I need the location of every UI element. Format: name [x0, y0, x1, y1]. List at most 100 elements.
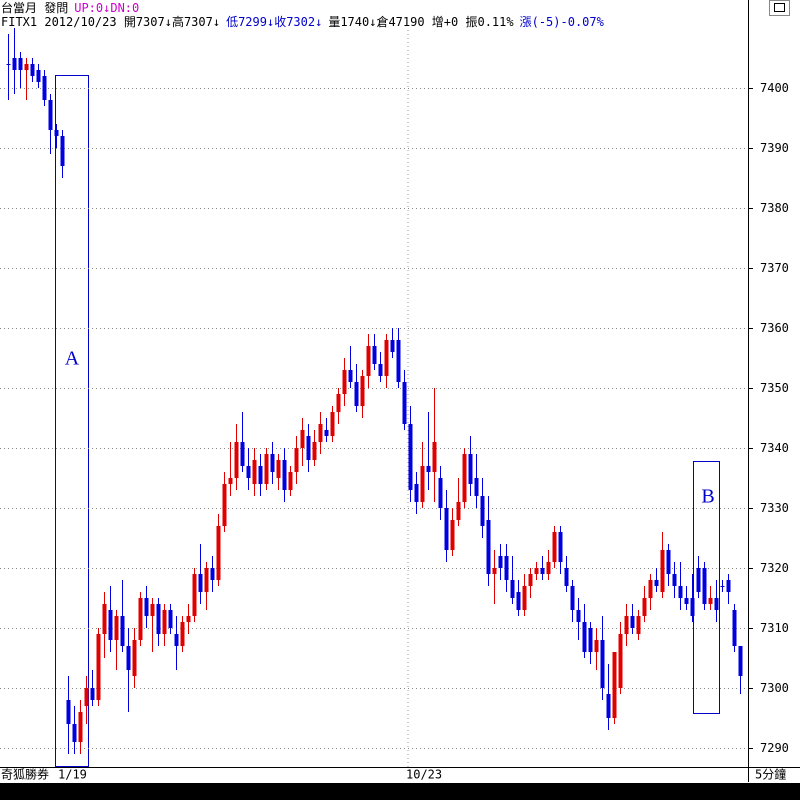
candle-body: [510, 580, 515, 598]
y-tick-label: 7330: [760, 501, 789, 515]
candle-body: [282, 460, 287, 490]
candle-body: [516, 592, 521, 610]
candle-body: [306, 436, 311, 460]
candle-body: [384, 340, 389, 376]
candle-body: [228, 478, 233, 484]
candle-body: [420, 466, 425, 502]
candle-body: [30, 64, 35, 76]
candle-body: [426, 466, 431, 472]
candle-body: [300, 430, 305, 448]
candle-body: [210, 568, 215, 580]
candle-body: [414, 484, 419, 502]
annotation-box: [55, 75, 89, 767]
candle-body: [474, 478, 479, 496]
candle-body: [234, 442, 239, 478]
candle-body: [498, 556, 503, 568]
candle-body: [564, 568, 569, 586]
candle-body: [576, 610, 581, 622]
y-tick-label: 7310: [760, 621, 789, 635]
candle-body: [114, 616, 119, 640]
candle-body: [468, 454, 473, 484]
candle-body: [66, 700, 71, 724]
candle-body: [690, 598, 695, 616]
y-tick-label: 7340: [760, 441, 789, 455]
candle-body: [264, 454, 269, 484]
candle-body: [126, 646, 131, 670]
candle-body: [696, 568, 701, 592]
candle-body: [204, 568, 209, 592]
candle-body: [444, 508, 449, 550]
candle-body: [534, 568, 539, 574]
candle-body: [588, 628, 593, 652]
candle-body: [618, 634, 623, 688]
candle-body: [324, 430, 329, 436]
candle-body: [390, 340, 395, 352]
candle-body: [60, 136, 65, 166]
candle-body: [702, 568, 707, 604]
annotation-label: A: [65, 348, 80, 370]
candle-body: [318, 424, 323, 442]
candle-body: [342, 370, 347, 394]
y-tick-label: 7390: [760, 141, 789, 155]
candle-body: [174, 634, 179, 646]
candle-body: [570, 586, 575, 610]
candle-body: [684, 598, 689, 604]
candle-body: [582, 622, 587, 652]
candle-body: [666, 550, 671, 574]
candle-body: [330, 412, 335, 436]
candle-body: [408, 424, 413, 490]
header-segment: 台當月 發問: [1, 0, 68, 15]
candle-body: [660, 550, 665, 592]
candle-body: [198, 574, 203, 592]
y-tick-label: 7290: [760, 741, 789, 755]
candle-body: [378, 364, 383, 376]
candle-body: [606, 694, 611, 718]
candle-body: [528, 574, 533, 586]
candle-body: [108, 610, 113, 640]
candle-body: [432, 442, 437, 472]
candle-body: [312, 442, 317, 460]
candle-body: [168, 610, 173, 628]
y-tick-label: 7360: [760, 321, 789, 335]
candle-body: [522, 586, 527, 610]
window-button-icon: [774, 3, 785, 12]
candle-body: [222, 484, 227, 526]
candle-body: [144, 598, 149, 616]
candle-body: [492, 568, 497, 574]
candle-body: [288, 472, 293, 490]
candle-body: [546, 562, 551, 574]
y-tick-label: 7400: [760, 81, 789, 95]
candle-body: [462, 454, 467, 502]
header-segment: 量1740↓倉47190 增+0 振0.11%: [328, 14, 514, 29]
candle-body: [654, 580, 659, 586]
source-label: 奇狐勝券: [1, 767, 49, 782]
candle-body: [456, 502, 461, 520]
candle-body: [642, 598, 647, 616]
candle-body: [450, 520, 455, 550]
candle-body: [294, 448, 299, 472]
candle-body: [246, 466, 251, 478]
candle-body: [594, 640, 599, 652]
candle-body: [258, 466, 263, 484]
window-button[interactable]: [769, 0, 790, 16]
candle-body: [180, 622, 185, 646]
status-bar: [0, 783, 800, 800]
candle-body: [714, 598, 719, 610]
candle-body: [72, 724, 77, 742]
x-tick-label: 10/23: [406, 768, 442, 782]
candle-body: [120, 616, 125, 646]
annotation-label: B: [701, 486, 714, 508]
candle-body: [672, 574, 677, 586]
y-tick-label: 7300: [760, 681, 789, 695]
candle-body: [84, 688, 89, 706]
candle-body: [78, 712, 83, 742]
candle-body: [6, 64, 11, 65]
candle-body: [552, 532, 557, 562]
candle-body: [192, 574, 197, 616]
candle-body: [438, 478, 443, 508]
candle-body: [252, 460, 257, 484]
candle-body: [240, 442, 245, 466]
candle-body: [90, 688, 95, 700]
candle-body: [726, 580, 731, 592]
header-segment: 漲(-5)-0.07%: [520, 15, 605, 29]
